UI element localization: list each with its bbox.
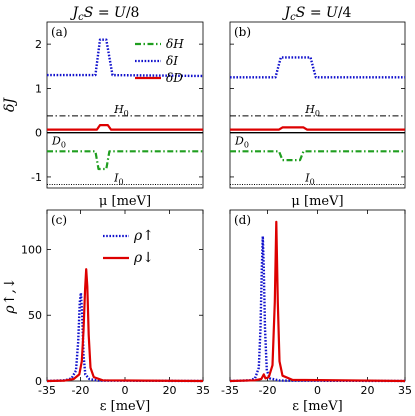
series-line-δD (47, 124, 203, 131)
reference-label: D0 (234, 135, 249, 150)
x-tick-label: -35 (221, 384, 239, 397)
panel-label: (c) (51, 213, 67, 227)
panel-label: (a) (51, 25, 68, 39)
panel-d: (d) -35 -20 0 20 35 ε [meV] (221, 209, 412, 414)
panel-label: (d) (234, 213, 251, 227)
plot-frame (46, 209, 204, 382)
y-tick-label: 0 (35, 375, 42, 388)
panel-a: (a) -1 0 1 2 H0 D0 I0 δH δI δD μ [meV] δJ (2, 21, 204, 209)
legend-label: δI (166, 54, 178, 68)
x-axis-label: μ [meV] (99, 194, 151, 209)
y-tick-label: 0 (35, 127, 42, 140)
reference-label: H0 (113, 103, 129, 118)
x-tick-label: 35 (398, 384, 412, 397)
series-line-ρ↑ (229, 235, 406, 383)
x-tick-label: -20 (71, 384, 89, 397)
x-tick-label: 20 (361, 384, 375, 397)
legend-label: δD (166, 71, 183, 85)
panel-c: (c) 0 50 100 -35 -20 0 20 35 ρ↑ ρ↓ ε [meV] ρ↑,↓ (2, 209, 210, 414)
x-axis-label: ε [meV] (292, 399, 342, 414)
y-tick-label: -1 (31, 171, 42, 184)
series-line-δH (47, 150, 203, 171)
series-line-δH (230, 150, 405, 162)
panel-a-title: JcS = U/8 (70, 5, 140, 23)
reference-label: H0 (304, 103, 320, 118)
legend-label: ρ↓ (133, 250, 154, 266)
x-tick-label: 0 (122, 384, 129, 397)
series-line-δD (230, 126, 405, 131)
reference-label: D0 (51, 135, 66, 150)
reference-label: I0 (113, 171, 123, 186)
legend-label: δH (166, 37, 184, 51)
x-tick-label: 20 (163, 384, 177, 397)
y-axis-label: δJ (2, 97, 18, 112)
series-line-ρ↓ (229, 220, 406, 383)
x-axis-label: μ [meV] (291, 194, 343, 209)
series-line-ρ↑ (46, 291, 204, 383)
plot-frame (229, 21, 406, 189)
series-line-δI (47, 38, 204, 78)
x-tick-label: -35 (38, 384, 56, 397)
x-axis-label: ε [meV] (100, 399, 150, 414)
plot-frame (229, 209, 406, 382)
y-axis-label: ρ↑,↓ (2, 277, 18, 314)
x-tick-label: -20 (259, 384, 277, 397)
y-tick-label: 100 (21, 243, 42, 256)
reference-label: I0 (304, 171, 314, 186)
panel-b-title: JcS = U/4 (282, 5, 352, 23)
series-line-δI (230, 56, 405, 79)
y-tick-label: 50 (28, 309, 42, 322)
x-tick-label: 35 (196, 384, 210, 397)
y-tick-label: 2 (35, 38, 42, 51)
x-tick-label: 0 (314, 384, 321, 397)
panel-label: (b) (234, 25, 251, 39)
panel-b: (b) H0 D0 I0 μ [meV] (229, 21, 406, 209)
legend-label: ρ↑ (133, 228, 154, 244)
plot-frame (46, 21, 204, 189)
series-line-ρ↓ (46, 268, 204, 383)
y-tick-label: 1 (35, 82, 42, 95)
